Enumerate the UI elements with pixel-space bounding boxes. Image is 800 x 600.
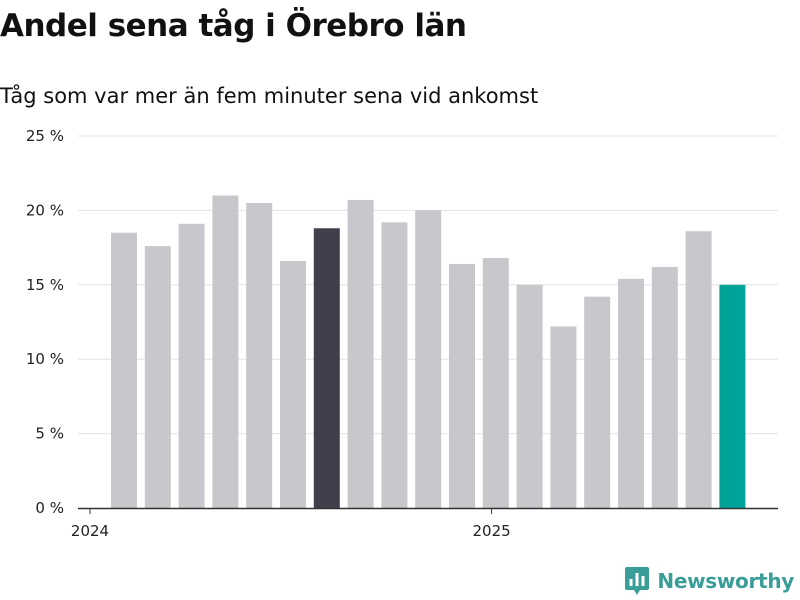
bar — [618, 278, 644, 508]
y-tick-label: 0 % — [35, 499, 64, 517]
bar — [280, 260, 306, 508]
bar — [685, 231, 712, 508]
y-tick-label: 20 % — [26, 201, 64, 219]
bar — [550, 326, 577, 508]
y-tick-label: 25 % — [26, 127, 64, 145]
bar — [381, 222, 408, 508]
x-axis-ticks: 2024 2025 — [71, 508, 511, 540]
bar-latest — [719, 284, 746, 508]
bars — [111, 195, 746, 509]
y-tick-label: 5 % — [35, 425, 64, 443]
y-tick-label: 15 % — [26, 276, 64, 294]
x-tick-label: 2025 — [473, 522, 511, 540]
bar — [651, 266, 678, 508]
bar — [449, 263, 475, 508]
y-tick-label: 10 % — [26, 350, 64, 368]
bar — [516, 284, 543, 508]
bar — [482, 258, 509, 508]
chart-subtitle: Tåg som var mer än fem minuter sena vid … — [0, 84, 539, 108]
bar-chart-icon — [625, 567, 650, 595]
bar — [347, 199, 374, 508]
bar-highlighted — [313, 228, 340, 509]
x-tick-label: 2024 — [71, 522, 109, 540]
bar — [111, 232, 137, 508]
brand-name: Newsworthy — [657, 569, 794, 593]
chart-title: Andel sena tåg i Örebro län — [0, 8, 467, 44]
newsworthy-logo: Newsworthy — [624, 566, 794, 596]
bar — [584, 296, 611, 508]
bar — [246, 202, 273, 508]
bar — [144, 246, 171, 508]
y-axis-labels: 0 % 5 % 10 % 15 % 20 % 25 % — [26, 127, 64, 517]
bar — [178, 223, 205, 509]
bar — [415, 210, 442, 508]
bar — [212, 195, 239, 508]
